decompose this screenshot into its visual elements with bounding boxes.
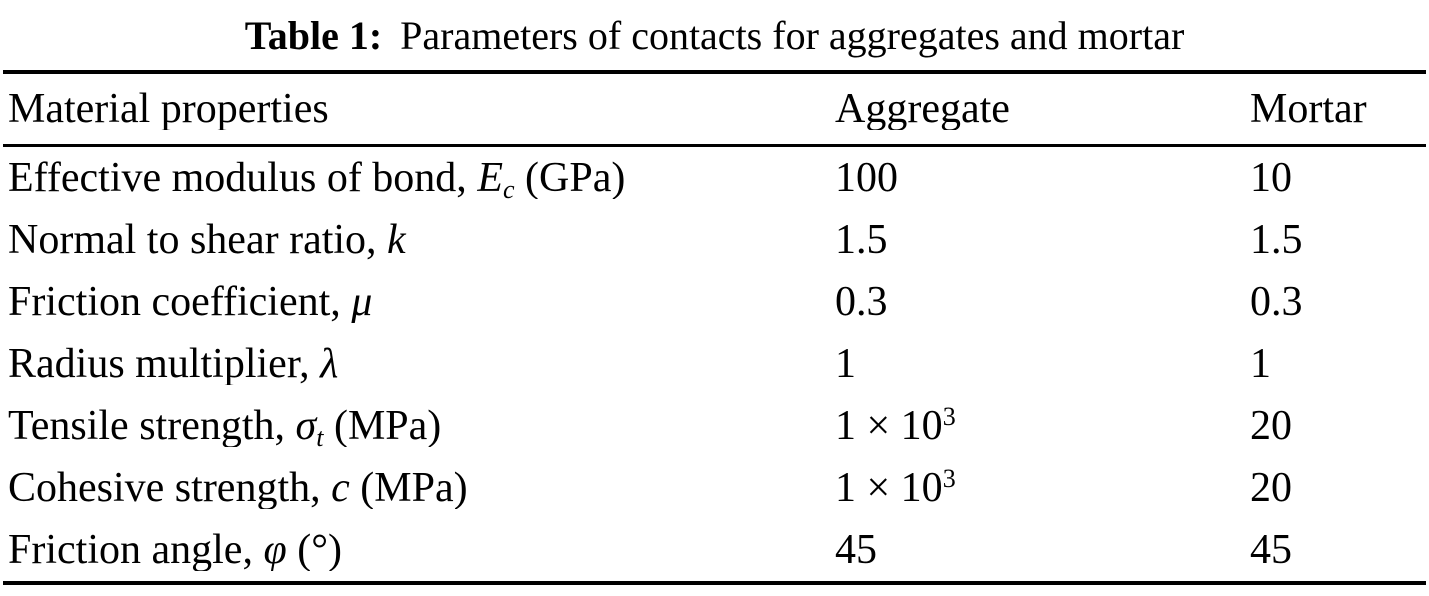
property-cell: Friction coefficient, μ — [8, 281, 835, 323]
header-mortar: Mortar — [1250, 88, 1367, 130]
aggregate-value: 1 × 10 — [835, 467, 943, 509]
property-cell: Tensile strength, σt (MPa) — [8, 405, 835, 447]
property-unit: (GPa) — [514, 157, 626, 199]
property-symbol: λ — [320, 343, 339, 385]
aggregate-cell: 1 × 103 — [835, 467, 1250, 509]
property-text: Normal to shear ratio, — [8, 219, 388, 261]
table-caption: Table 1: Parameters of contacts for aggr… — [0, 0, 1429, 70]
mortar-cell: 0.3 — [1250, 281, 1425, 323]
table-caption-text: Parameters of contacts for aggregates an… — [400, 12, 1185, 58]
table-header-row: Material properties Aggregate Mortar — [0, 74, 1429, 144]
aggregate-value: 1.5 — [835, 219, 888, 261]
property-text: Tensile strength, — [8, 405, 296, 447]
table-row-radius-multiplier: Radius multiplier, λ 1 1 — [0, 333, 1429, 395]
mortar-value: 1.5 — [1250, 219, 1303, 261]
property-cell: Cohesive strength, c (MPa) — [8, 467, 835, 509]
mortar-value: 10 — [1250, 157, 1292, 199]
aggregate-superscript: 3 — [942, 467, 956, 493]
aggregate-value: 100 — [835, 157, 898, 199]
property-text: Effective modulus of bond, — [8, 157, 478, 199]
table-row-cohesive-strength: Cohesive strength, c (MPa) 1 × 103 20 — [0, 457, 1429, 519]
mortar-value: 20 — [1250, 467, 1292, 509]
property-cell: Effective modulus of bond, Ec (GPa) — [8, 157, 835, 199]
table-row-friction-coefficient: Friction coefficient, μ 0.3 0.3 — [0, 271, 1429, 333]
property-subscript: t — [316, 422, 324, 447]
mortar-value: 1 — [1250, 343, 1271, 385]
table-row-normal-shear-ratio: Normal to shear ratio, k 1.5 1.5 — [0, 209, 1429, 271]
aggregate-value: 1 — [835, 343, 856, 385]
property-text: Friction angle, — [8, 529, 264, 571]
property-cell: Radius multiplier, λ — [8, 343, 835, 385]
aggregate-superscript: 3 — [942, 405, 956, 431]
table-top-rule — [3, 70, 1426, 74]
mortar-cell: 10 — [1250, 157, 1425, 199]
aggregate-cell: 1.5 — [835, 219, 1250, 261]
property-text: Radius multiplier, — [8, 343, 321, 385]
property-symbol: φ — [263, 529, 287, 571]
property-cell: Normal to shear ratio, k — [8, 219, 835, 261]
table-row-tensile-strength: Tensile strength, σt (MPa) 1 × 103 20 — [0, 395, 1429, 457]
property-text: Cohesive strength, — [8, 467, 332, 509]
table-bottom-rule — [3, 581, 1426, 585]
aggregate-cell: 1 × 103 — [835, 405, 1250, 447]
mortar-cell: 45 — [1250, 529, 1425, 571]
header-aggregate: Aggregate — [835, 88, 1010, 130]
property-symbol: E — [477, 157, 503, 199]
header-material-properties: Material properties — [8, 88, 329, 130]
mortar-cell: 1.5 — [1250, 219, 1425, 261]
aggregate-value: 1 × 10 — [835, 405, 943, 447]
property-symbol: μ — [351, 281, 373, 323]
mortar-value: 20 — [1250, 405, 1292, 447]
aggregate-cell: 1 — [835, 343, 1250, 385]
aggregate-cell: 45 — [835, 529, 1250, 571]
mortar-value: 0.3 — [1250, 281, 1303, 323]
table-row-friction-angle: Friction angle, φ (°) 45 45 — [0, 519, 1429, 581]
property-subscript: c — [502, 174, 515, 199]
table-row-effective-modulus: Effective modulus of bond, Ec (GPa) 100 … — [0, 147, 1429, 209]
mortar-cell: 20 — [1250, 467, 1425, 509]
aggregate-value: 45 — [835, 529, 877, 571]
property-symbol: c — [331, 467, 350, 509]
table-header-rule — [3, 144, 1426, 147]
table-body: Effective modulus of bond, Ec (GPa) 100 … — [0, 147, 1429, 581]
property-unit: (MPa) — [349, 467, 468, 509]
mortar-cell: 1 — [1250, 343, 1425, 385]
aggregate-cell: 0.3 — [835, 281, 1250, 323]
property-unit: (°) — [286, 529, 342, 571]
mortar-cell: 20 — [1250, 405, 1425, 447]
aggregate-cell: 100 — [835, 157, 1250, 199]
mortar-value: 45 — [1250, 529, 1292, 571]
property-symbol: σ — [295, 405, 317, 447]
property-cell: Friction angle, φ (°) — [8, 529, 835, 571]
property-text: Friction coefficient, — [8, 281, 352, 323]
property-unit: (MPa) — [323, 405, 442, 447]
table-caption-label: Table 1: — [244, 12, 383, 58]
property-symbol: k — [387, 219, 406, 261]
aggregate-value: 0.3 — [835, 281, 888, 323]
